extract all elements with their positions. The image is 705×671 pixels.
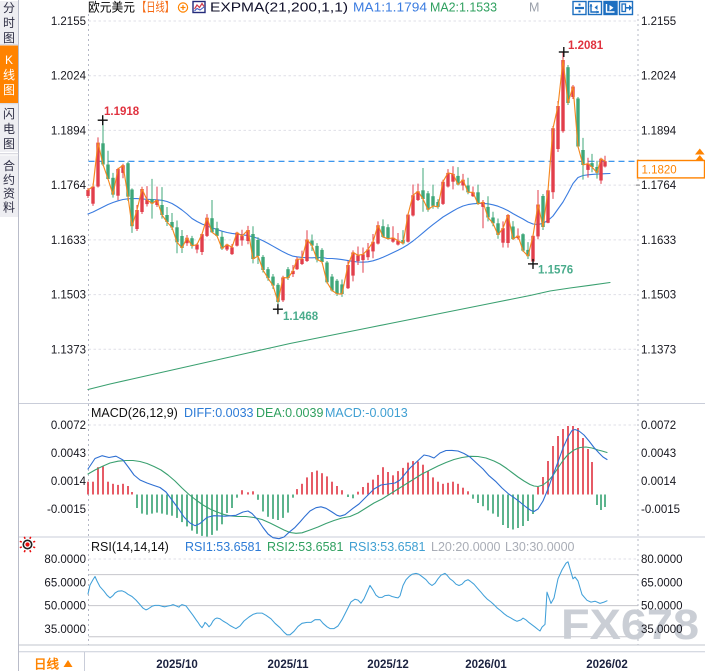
svg-text:1.2024: 1.2024 — [51, 71, 87, 83]
svg-text:-0.0015: -0.0015 — [641, 504, 680, 516]
svg-text:RSI2:53.6581: RSI2:53.6581 — [267, 540, 343, 554]
svg-text:1.1894: 1.1894 — [641, 125, 677, 137]
svg-text:80.0000: 80.0000 — [44, 554, 86, 566]
svg-text:分: 分 — [3, 1, 15, 15]
svg-text:DEA:0.0039: DEA:0.0039 — [256, 406, 323, 420]
svg-text:1.1633: 1.1633 — [641, 235, 676, 247]
svg-text:1.1503: 1.1503 — [641, 290, 676, 302]
svg-text:图: 图 — [3, 31, 15, 45]
svg-text:MA2:1.1533: MA2:1.1533 — [430, 1, 497, 15]
svg-text:2026/02: 2026/02 — [586, 659, 628, 671]
svg-text:2025/11: 2025/11 — [268, 659, 310, 671]
svg-text:日线: 日线 — [34, 657, 60, 671]
svg-text:1.1820: 1.1820 — [642, 165, 677, 177]
svg-text:M: M — [529, 1, 539, 15]
svg-text:1.1576: 1.1576 — [538, 265, 573, 277]
svg-text:0.0072: 0.0072 — [51, 420, 86, 432]
svg-text:欧元美元: 欧元美元 — [88, 1, 135, 15]
svg-text:RSI1:53.6581: RSI1:53.6581 — [185, 540, 261, 554]
svg-text:RSI3:53.6581: RSI3:53.6581 — [349, 540, 425, 554]
svg-text:50.0000: 50.0000 — [641, 601, 683, 613]
svg-text:约: 约 — [3, 172, 15, 187]
svg-text:时: 时 — [3, 16, 15, 30]
svg-text:图: 图 — [3, 137, 15, 151]
svg-text:MA1:1.1794: MA1:1.1794 — [353, 1, 427, 15]
svg-text:K: K — [5, 53, 13, 67]
svg-text:-0.0015: -0.0015 — [47, 504, 86, 516]
svg-text:电: 电 — [3, 122, 15, 136]
svg-text:1.2155: 1.2155 — [641, 16, 676, 28]
svg-text:50.0000: 50.0000 — [44, 601, 86, 613]
svg-text:DIFF:0.0033: DIFF:0.0033 — [184, 406, 254, 420]
svg-text:L20:20.0000: L20:20.0000 — [431, 540, 501, 554]
svg-text:0.0014: 0.0014 — [641, 476, 677, 488]
svg-text:1.1633: 1.1633 — [51, 235, 86, 247]
svg-text:35.0000: 35.0000 — [44, 624, 86, 636]
svg-text:1.1503: 1.1503 — [51, 290, 86, 302]
svg-text:2026/01: 2026/01 — [465, 659, 507, 671]
svg-text:0.0043: 0.0043 — [641, 448, 676, 460]
svg-text:80.0000: 80.0000 — [641, 554, 683, 566]
svg-text:FX678: FX678 — [561, 601, 699, 649]
svg-text:0.0072: 0.0072 — [641, 420, 676, 432]
svg-text:线: 线 — [3, 68, 15, 82]
svg-text:L30:30.0000: L30:30.0000 — [505, 540, 575, 554]
svg-text:0.0014: 0.0014 — [51, 476, 87, 488]
svg-text:RSI(14,14,14): RSI(14,14,14) — [91, 540, 169, 554]
svg-text:MACD:-0.0013: MACD:-0.0013 — [325, 406, 408, 420]
svg-text:1.1764: 1.1764 — [641, 180, 677, 192]
svg-text:1.1373: 1.1373 — [641, 344, 676, 356]
svg-text:2025/12: 2025/12 — [367, 659, 409, 671]
svg-text:闪: 闪 — [3, 107, 15, 121]
svg-text:图: 图 — [3, 83, 15, 97]
svg-text:1.1373: 1.1373 — [51, 344, 86, 356]
svg-text:1.1918: 1.1918 — [104, 106, 140, 118]
svg-text:35.0000: 35.0000 — [641, 624, 683, 636]
svg-text:0.0043: 0.0043 — [51, 448, 86, 460]
svg-text:1.2081: 1.2081 — [568, 40, 604, 52]
svg-text:1.2024: 1.2024 — [641, 71, 677, 83]
svg-text:65.0000: 65.0000 — [641, 577, 683, 589]
svg-text:EXPMA(21,200,1,1): EXPMA(21,200,1,1) — [210, 1, 348, 15]
svg-text:65.0000: 65.0000 — [44, 577, 86, 589]
svg-text:1.1764: 1.1764 — [51, 180, 87, 192]
svg-text:1.1468: 1.1468 — [283, 311, 319, 323]
svg-text:1.2155: 1.2155 — [51, 16, 86, 28]
svg-text:【日线】: 【日线】 — [137, 1, 174, 15]
svg-text:1.1894: 1.1894 — [51, 125, 87, 137]
svg-text:料: 料 — [3, 201, 15, 215]
svg-text:资: 资 — [3, 187, 15, 201]
svg-text:MACD(26,12,9): MACD(26,12,9) — [91, 406, 178, 420]
svg-text:2025/10: 2025/10 — [156, 659, 198, 671]
svg-text:合: 合 — [3, 158, 15, 173]
